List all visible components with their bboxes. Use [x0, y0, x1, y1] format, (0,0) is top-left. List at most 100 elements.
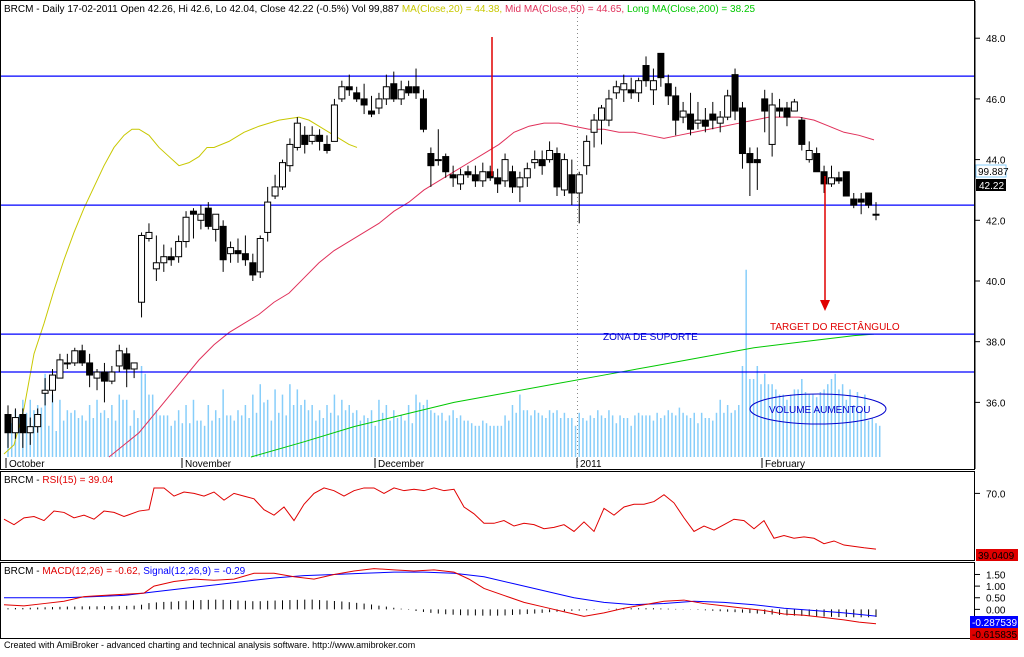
ma20-legend: MA(Close,20) = 44.38, — [402, 4, 502, 15]
candle-body — [865, 192, 873, 206]
macd-readout: -0.615835 — [972, 630, 1017, 641]
candle-body — [4, 414, 12, 434]
candle-body — [575, 174, 583, 194]
candle-body — [219, 225, 227, 261]
candle-body — [316, 134, 324, 142]
x-tick-label: November — [185, 459, 232, 470]
macd-y-tick-label: 0.50 — [986, 594, 1006, 605]
price-header: BRCM - Daily 17-02-2011 Open 42.26, Hi 4… — [4, 4, 756, 15]
candle-body — [271, 186, 279, 197]
candle-body — [11, 417, 19, 434]
macd-y-tick-label: 1.00 — [986, 582, 1006, 593]
candle-body — [598, 107, 606, 121]
candle-body — [115, 350, 123, 367]
candle-body — [360, 98, 368, 106]
candle-body — [746, 153, 754, 164]
candle-body — [768, 104, 776, 145]
candle-body — [531, 159, 539, 164]
volume-readout-box — [975, 164, 1007, 178]
candle-body — [457, 174, 465, 185]
x-tick-label: February — [765, 459, 805, 470]
candle-body — [49, 374, 57, 391]
x-tick-label: October — [9, 459, 45, 470]
candle-body — [649, 80, 657, 91]
ma20-line — [3, 116, 358, 455]
rsi-panel-frame — [0, 471, 975, 561]
candle-body — [330, 104, 338, 142]
rsi-header: BRCM - RSI(15) = 39.04 — [4, 475, 114, 486]
candle-body — [605, 98, 613, 121]
signal-readout: -0.287539 — [972, 618, 1017, 629]
ma200-legend: Long MA(Close,200) = 38.25 — [627, 4, 756, 15]
candle-body — [553, 153, 561, 188]
candle-body — [264, 201, 272, 233]
candle-body — [464, 171, 472, 176]
ma200-line — [250, 333, 875, 458]
candle-body — [34, 414, 42, 428]
candle-body — [86, 362, 94, 376]
candle-body — [635, 80, 643, 94]
candle-body — [405, 86, 413, 94]
close-readout: 42.22 — [979, 181, 1004, 192]
candle-body — [41, 389, 49, 394]
candle-body — [620, 83, 628, 91]
candle-body — [434, 159, 442, 162]
candle-body — [790, 101, 798, 112]
target-label: TARGET DO RECTÂNGULO — [770, 320, 900, 333]
candle-body — [449, 174, 457, 179]
x-tick-label: December — [378, 459, 425, 470]
price-header-prefix: BRCM - Daily 17-02-2011 Open 42.26, Hi 4… — [4, 4, 399, 15]
candle-body — [397, 89, 405, 100]
candle-body — [241, 253, 249, 261]
candle-body — [63, 362, 71, 365]
candle-body — [820, 171, 828, 185]
signal-legend: Signal(12,26,9) = -0.29 — [143, 566, 245, 577]
candle-body — [71, 350, 79, 364]
candle-body — [123, 353, 131, 370]
y-tick-label: 36.0 — [986, 398, 1006, 409]
candle-body — [709, 113, 717, 121]
candle-body — [293, 122, 301, 148]
candle-body — [872, 213, 880, 216]
macd-legend: MACD(12,26) = -0.62, — [42, 566, 140, 577]
candle-body — [204, 207, 212, 227]
candle-body — [590, 119, 598, 133]
candle-body — [568, 174, 576, 194]
rsi-line — [3, 487, 877, 550]
rsi-readout-box — [976, 549, 1018, 561]
candle-body — [716, 116, 724, 124]
candle-body — [538, 159, 546, 167]
y-tick-label: 42.0 — [986, 216, 1006, 227]
candle-body — [546, 149, 554, 161]
ma50-legend: Mid MA(Close,50) = 44.65, — [505, 4, 624, 15]
candle-body — [672, 95, 680, 121]
candle-body — [523, 168, 531, 179]
x-tick-label: 2011 — [580, 459, 602, 470]
candle-body — [108, 371, 116, 382]
candle-body — [93, 371, 101, 379]
candle-body — [738, 107, 746, 155]
candle-body — [145, 231, 153, 240]
y-tick-label: 38.0 — [986, 338, 1006, 349]
candle-body — [212, 213, 220, 230]
candle-body — [100, 371, 108, 382]
candle-body — [724, 95, 732, 118]
candle-body — [761, 98, 769, 112]
close-readout-box — [976, 179, 1006, 191]
candle-body — [805, 149, 813, 161]
candle-body — [78, 350, 86, 364]
candle-body — [19, 414, 27, 434]
candle-body — [731, 74, 739, 112]
candle-body — [323, 143, 331, 151]
candle-body — [175, 241, 183, 258]
volume-ellipse — [749, 393, 887, 425]
footer-credit: Created with AmiBroker - advanced charti… — [4, 640, 416, 650]
candle-body — [783, 107, 791, 118]
candle-body — [167, 256, 175, 261]
rsi-legend: RSI(15) = 39.04 — [42, 475, 113, 486]
candle-body — [382, 86, 390, 100]
candle-body — [471, 174, 479, 182]
candle-body — [26, 426, 34, 434]
candle-body — [664, 83, 672, 97]
